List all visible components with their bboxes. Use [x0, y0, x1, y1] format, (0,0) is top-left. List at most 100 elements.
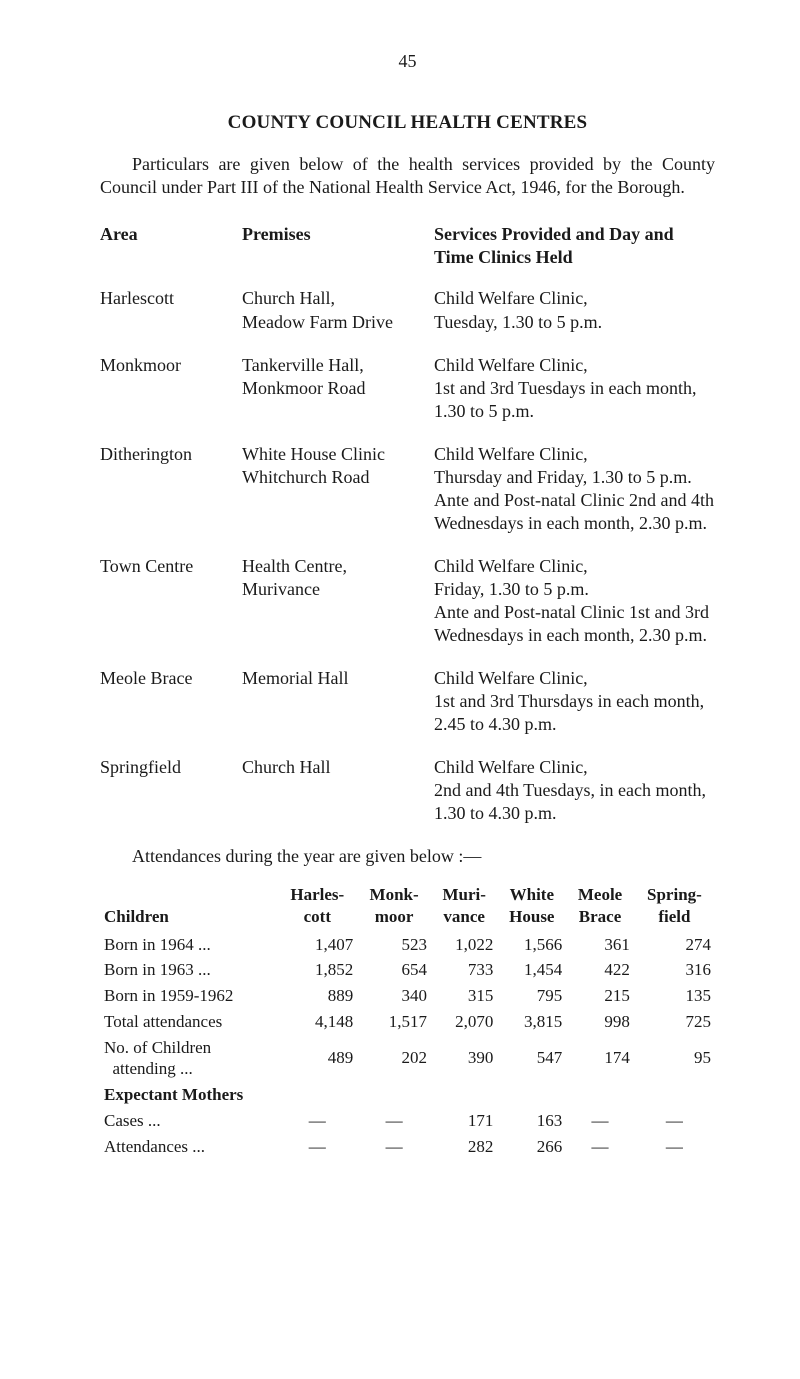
- table-cell: 1,852: [277, 957, 357, 983]
- centre-area: Meole Brace: [100, 667, 242, 736]
- table-header-cell: Monk- moor: [357, 882, 431, 932]
- table-cell: 282: [431, 1134, 497, 1160]
- table-cell: 1,407: [277, 932, 357, 958]
- table-cell: 4,148: [277, 1009, 357, 1035]
- section-label-row: Expectant Mothers: [100, 1082, 715, 1108]
- table-cell: 163: [497, 1108, 566, 1134]
- table-header-cell: White House: [497, 882, 566, 932]
- table-header-cell: Children: [100, 882, 277, 932]
- table-cell: —: [277, 1108, 357, 1134]
- table-cell: 547: [497, 1035, 566, 1083]
- row-label: Total attendances: [100, 1009, 277, 1035]
- table-cell: —: [566, 1134, 634, 1160]
- centre-premises: White House Clinic Whitchurch Road: [242, 443, 434, 535]
- centre-row: SpringfieldChurch HallChild Welfare Clin…: [100, 756, 715, 825]
- centre-area: Springfield: [100, 756, 242, 825]
- table-cell: 523: [357, 932, 431, 958]
- centre-premises: Church Hall: [242, 756, 434, 825]
- centre-area: Harlescott: [100, 287, 242, 333]
- table-cell: 202: [357, 1035, 431, 1083]
- col-header-area: Area: [100, 223, 242, 269]
- centre-row: MonkmoorTankerville Hall, Monkmoor RoadC…: [100, 354, 715, 423]
- table-cell: 316: [634, 957, 715, 983]
- table-cell: 215: [566, 983, 634, 1009]
- centre-services: Child Welfare Clinic, Friday, 1.30 to 5 …: [434, 555, 715, 647]
- table-row: Born in 1964 ...1,4075231,0221,566361274: [100, 932, 715, 958]
- table-cell: 889: [277, 983, 357, 1009]
- table-cell: 2,070: [431, 1009, 497, 1035]
- table-cell: 1,454: [497, 957, 566, 983]
- centre-row: Town CentreHealth Centre, MurivanceChild…: [100, 555, 715, 647]
- centre-row: HarlescottChurch Hall, Meadow Farm Drive…: [100, 287, 715, 333]
- table-cell: 733: [431, 957, 497, 983]
- table-cell: 315: [431, 983, 497, 1009]
- table-cell: 654: [357, 957, 431, 983]
- table-cell: 174: [566, 1035, 634, 1083]
- table-header-row: ChildrenHarles- cottMonk- moorMuri- vanc…: [100, 882, 715, 932]
- page-number: 45: [100, 50, 715, 73]
- col-header-premises: Premises: [242, 223, 434, 269]
- centres-list: HarlescottChurch Hall, Meadow Farm Drive…: [100, 287, 715, 825]
- table-cell: 422: [566, 957, 634, 983]
- section-label: Expectant Mothers: [100, 1082, 715, 1108]
- table-cell: —: [277, 1134, 357, 1160]
- table-cell: 340: [357, 983, 431, 1009]
- table-cell: 998: [566, 1009, 634, 1035]
- table-cell: 266: [497, 1134, 566, 1160]
- table-cell: 361: [566, 932, 634, 958]
- centre-services: Child Welfare Clinic, Tuesday, 1.30 to 5…: [434, 287, 715, 333]
- table-cell: 135: [634, 983, 715, 1009]
- table-cell: 489: [277, 1035, 357, 1083]
- centre-area: Town Centre: [100, 555, 242, 647]
- row-label: Attendances ...: [100, 1134, 277, 1160]
- centre-premises: Memorial Hall: [242, 667, 434, 736]
- table-header-cell: Spring- field: [634, 882, 715, 932]
- attendances-intro: Attendances during the year are given be…: [100, 845, 715, 868]
- table-row: No. of Children attending ...48920239054…: [100, 1035, 715, 1083]
- table-cell: 171: [431, 1108, 497, 1134]
- centre-premises: Church Hall, Meadow Farm Drive: [242, 287, 434, 333]
- table-cell: 3,815: [497, 1009, 566, 1035]
- intro-paragraph: Particulars are given below of the healt…: [100, 153, 715, 199]
- centre-premises: Health Centre, Murivance: [242, 555, 434, 647]
- table-cell: —: [634, 1108, 715, 1134]
- table-row: Cases ...——171163——: [100, 1108, 715, 1134]
- table-cell: 1,517: [357, 1009, 431, 1035]
- centre-row: DitheringtonWhite House Clinic Whitchurc…: [100, 443, 715, 535]
- page-title: COUNTY COUNCIL HEALTH CENTRES: [100, 111, 715, 135]
- table-cell: —: [634, 1134, 715, 1160]
- centre-area: Monkmoor: [100, 354, 242, 423]
- table-cell: 1,566: [497, 932, 566, 958]
- table-cell: —: [357, 1108, 431, 1134]
- row-label: Cases ...: [100, 1108, 277, 1134]
- table-cell: 725: [634, 1009, 715, 1035]
- table-header-cell: Meole Brace: [566, 882, 634, 932]
- table-cell: 95: [634, 1035, 715, 1083]
- attendances-table: ChildrenHarles- cottMonk- moorMuri- vanc…: [100, 882, 715, 1159]
- centre-services: Child Welfare Clinic, Thursday and Frida…: [434, 443, 715, 535]
- centre-services: Child Welfare Clinic, 2nd and 4th Tuesda…: [434, 756, 715, 825]
- table-header-cell: Harles- cott: [277, 882, 357, 932]
- columns-header-row: Area Premises Services Provided and Day …: [100, 223, 715, 269]
- table-cell: 795: [497, 983, 566, 1009]
- centre-area: Ditherington: [100, 443, 242, 535]
- table-cell: 274: [634, 932, 715, 958]
- row-label: Born in 1963 ...: [100, 957, 277, 983]
- centre-row: Meole BraceMemorial HallChild Welfare Cl…: [100, 667, 715, 736]
- centre-services: Child Welfare Clinic, 1st and 3rd Tuesda…: [434, 354, 715, 423]
- row-label: Born in 1964 ...: [100, 932, 277, 958]
- table-row: Attendances ...——282266——: [100, 1134, 715, 1160]
- table-cell: 390: [431, 1035, 497, 1083]
- table-cell: 1,022: [431, 932, 497, 958]
- table-header-cell: Muri- vance: [431, 882, 497, 932]
- table-body: Born in 1964 ...1,4075231,0221,566361274…: [100, 932, 715, 1160]
- centre-services: Child Welfare Clinic, 1st and 3rd Thursd…: [434, 667, 715, 736]
- row-label: No. of Children attending ...: [100, 1035, 277, 1083]
- table-row: Born in 1959-1962889340315795215135: [100, 983, 715, 1009]
- table-cell: —: [566, 1108, 634, 1134]
- table-cell: —: [357, 1134, 431, 1160]
- table-row: Born in 1963 ...1,8526547331,454422316: [100, 957, 715, 983]
- row-label: Born in 1959-1962: [100, 983, 277, 1009]
- table-row: Total attendances4,1481,5172,0703,815998…: [100, 1009, 715, 1035]
- centre-premises: Tankerville Hall, Monkmoor Road: [242, 354, 434, 423]
